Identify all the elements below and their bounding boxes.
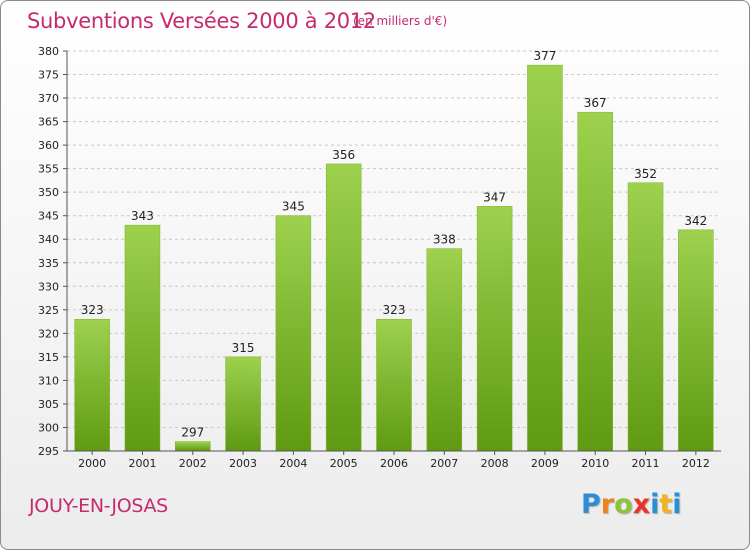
x-tick-label-2005: 2005 — [330, 457, 358, 470]
value-label-2001: 343 — [131, 209, 154, 223]
x-tick-label-2011: 2011 — [632, 457, 660, 470]
bar-2004 — [275, 215, 312, 452]
x-tick-label-2008: 2008 — [481, 457, 509, 470]
bar-2001 — [124, 224, 161, 452]
value-label-2011: 352 — [634, 167, 657, 181]
y-tick-label: 335 — [38, 257, 59, 270]
y-tick-label: 345 — [38, 210, 59, 223]
logo-letter: r — [600, 489, 615, 520]
x-axis-ticks: 2000 2001 2002 2003 2004 2005 2006 2007 2008 2009… — [78, 451, 710, 470]
logo-letter: t — [659, 489, 673, 520]
x-tick-label-2010: 2010 — [581, 457, 609, 470]
bar-2003 — [225, 356, 261, 452]
bar-2000 — [74, 318, 110, 452]
value-label-2004: 345 — [282, 200, 305, 214]
y-tick-label: 370 — [38, 92, 59, 105]
logo-letter: x — [632, 489, 651, 520]
value-label-2010: 367 — [584, 96, 607, 110]
value-label-2002: 297 — [181, 426, 204, 440]
bar-2006 — [376, 318, 412, 452]
value-label-2000: 323 — [81, 303, 104, 317]
bar-2010 — [577, 111, 613, 452]
y-axis-ticks: 295 300 305 310 315 320 325 330 335 340 345 350 355 3… — [38, 45, 67, 458]
x-tick-label-2003: 2003 — [229, 457, 257, 470]
value-label-2012: 342 — [684, 214, 707, 228]
bar-2002 — [175, 441, 211, 452]
value-label-2003: 315 — [232, 341, 255, 355]
y-tick-label: 355 — [38, 163, 59, 176]
y-tick-label: 295 — [38, 445, 59, 458]
value-label-2009: 377 — [533, 49, 556, 63]
axes — [66, 51, 721, 452]
x-tick-label-2002: 2002 — [179, 457, 207, 470]
value-labels: 323 343 297 315 345 356 323 338 347 377 367 352 342 — [81, 49, 708, 439]
bar-2009 — [527, 64, 563, 452]
x-tick-label-2001: 2001 — [128, 457, 156, 470]
bar-2005 — [325, 163, 362, 452]
place-name: JOUY-EN-JOSAS — [29, 495, 168, 517]
bar-2012 — [678, 229, 714, 452]
x-tick-label-2000: 2000 — [78, 457, 106, 470]
value-label-2008: 347 — [483, 190, 506, 204]
x-tick-label-2004: 2004 — [279, 457, 307, 470]
chart-title: Subventions Versées 2000 à 2012 — [27, 9, 376, 33]
y-tick-label: 300 — [38, 421, 59, 434]
value-label-2007: 338 — [433, 233, 456, 247]
proxiti-logo: Proxiti — [581, 489, 682, 520]
y-tick-label: 320 — [38, 327, 59, 340]
bar-2011 — [627, 182, 664, 452]
logo-letter: i — [672, 489, 682, 520]
bar-2008 — [476, 206, 513, 452]
y-tick-label: 360 — [38, 139, 59, 152]
logo-letter: i — [650, 489, 660, 520]
logo-letter: P — [581, 489, 601, 520]
y-tick-label: 310 — [38, 374, 59, 387]
bar-2007 — [426, 248, 463, 452]
y-tick-label: 350 — [38, 186, 59, 199]
y-tick-label: 380 — [38, 45, 59, 58]
y-tick-label: 325 — [38, 304, 59, 317]
y-tick-label: 340 — [38, 233, 59, 246]
x-tick-label-2012: 2012 — [682, 457, 710, 470]
value-label-2006: 323 — [383, 303, 406, 317]
value-label-2005: 356 — [332, 148, 355, 162]
unit-note: (en milliers d'€) — [353, 14, 448, 28]
logo-letter: o — [614, 489, 633, 520]
x-tick-label-2007: 2007 — [430, 457, 458, 470]
y-tick-label: 365 — [38, 116, 59, 129]
x-tick-label-2009: 2009 — [531, 457, 559, 470]
y-tick-label: 315 — [38, 351, 59, 364]
y-tick-label: 375 — [38, 69, 59, 82]
bars — [74, 64, 714, 452]
x-tick-label-2006: 2006 — [380, 457, 408, 470]
y-tick-label: 305 — [38, 398, 59, 411]
y-tick-label: 330 — [38, 280, 59, 293]
